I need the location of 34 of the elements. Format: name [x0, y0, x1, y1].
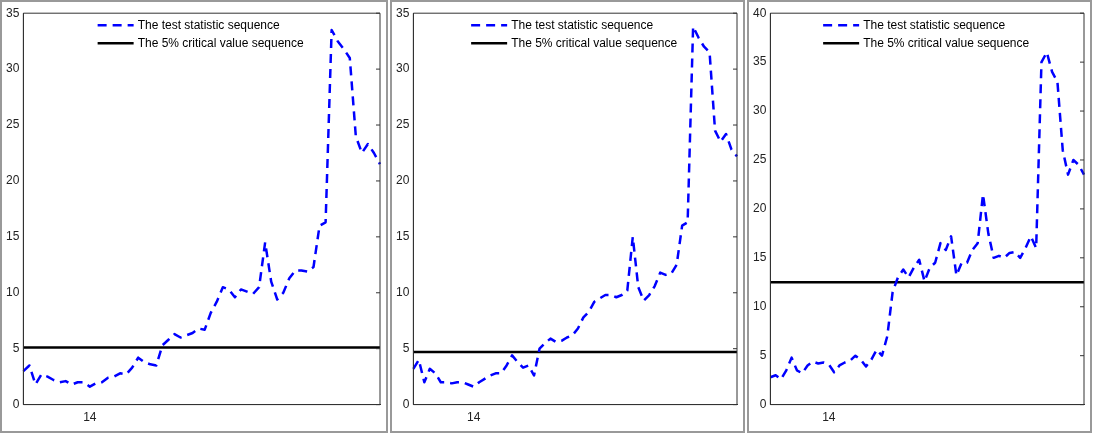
y-tick-label: 0: [12, 396, 20, 411]
y-tick-label: 35: [395, 5, 410, 20]
y-tick-label: 0: [402, 396, 410, 411]
y-tick-label: 40: [752, 5, 767, 20]
y-tick-label: 10: [752, 299, 767, 314]
y-tick-label: 10: [5, 285, 20, 300]
y-tick-label: 30: [752, 103, 767, 118]
y-tick-label: 15: [5, 229, 20, 244]
legend-label: The test statistic sequence: [137, 17, 281, 32]
y-tick-label: 30: [395, 61, 410, 76]
y-tick-label: 30: [5, 61, 20, 76]
y-tick-label: 15: [395, 229, 410, 244]
x-tick-label: 14: [822, 410, 836, 425]
y-tick-label: 5: [12, 341, 20, 355]
x-tick-label: 14: [467, 410, 481, 425]
y-tick-label: 20: [5, 173, 20, 188]
y-tick-label: 5: [402, 341, 410, 355]
y-tick-label: 25: [395, 117, 410, 132]
y-tick-label: 20: [395, 173, 410, 188]
y-tick-label: 5: [759, 347, 767, 362]
legend-label: The 5% critical value sequence: [137, 35, 305, 50]
y-tick-label: 25: [5, 117, 20, 132]
legend-label: The 5% critical value sequence: [863, 35, 1030, 50]
y-tick-label: 20: [752, 201, 767, 216]
legend-label: The test statistic sequence: [511, 17, 654, 32]
legend-label: The test statistic sequence: [863, 17, 1006, 32]
y-tick-label: 35: [5, 5, 20, 20]
y-tick-label: 0: [759, 396, 767, 411]
y-tick-label: 35: [752, 54, 767, 69]
x-tick-label: 14: [83, 410, 97, 425]
y-tick-label: 25: [752, 152, 767, 167]
legend-label: The 5% critical value sequence: [511, 35, 678, 50]
y-tick-label: 15: [752, 250, 767, 265]
y-tick-label: 10: [395, 285, 410, 300]
